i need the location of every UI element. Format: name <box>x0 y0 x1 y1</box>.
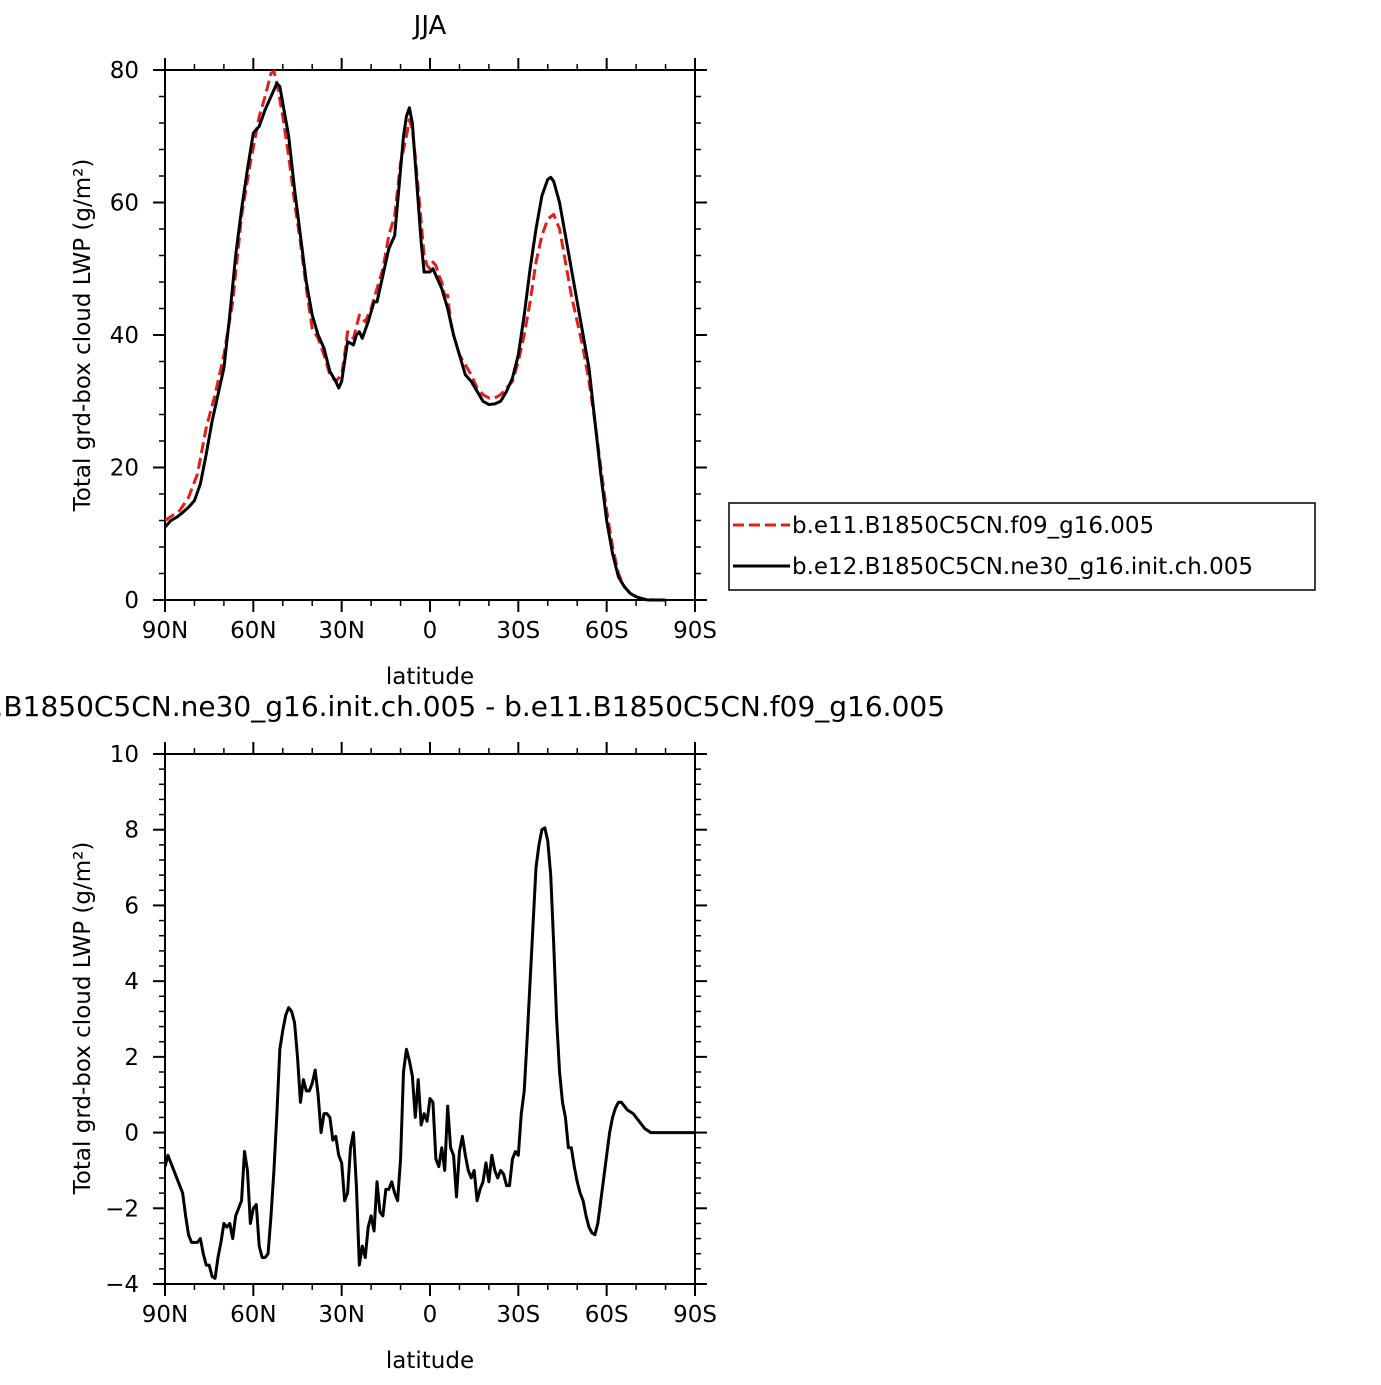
chart-2-series-line-0 <box>165 826 695 1280</box>
chart-2-plot: 90N 60N 30N 0 30S 60S 90S −4 −2 0 2 4 6 8 10 <box>105 742 717 1328</box>
chart-2-xlabel: latitude <box>386 1348 474 1374</box>
chart-2-xtick-label: 90N <box>142 1302 188 1328</box>
chart-2-xtick-label: 90S <box>673 1302 717 1328</box>
chart-1-ytick-label: 80 <box>110 58 139 84</box>
chart-1-xlabel: latitude <box>386 664 474 690</box>
chart-2-ytick-label: 2 <box>124 1045 139 1071</box>
chart-2-ytick-label: 4 <box>124 969 139 995</box>
chart-1-plot: 90N 60N 30N 0 30S 60S 90S 0 20 40 60 80 <box>110 58 717 644</box>
chart-2-ytick-label: −2 <box>105 1196 139 1222</box>
chart-1-ylabel: Total grd-box cloud LWP (g/m²) <box>70 159 96 513</box>
chart-1-ytick-label: 60 <box>110 191 139 217</box>
chart-1-xtick-label: 90N <box>142 618 188 644</box>
chart-2-xtick-label: 60N <box>230 1302 276 1328</box>
chart-1-xtick-label: 60N <box>230 618 276 644</box>
chart-2-ytick-label: 10 <box>110 742 139 768</box>
chart-1-xtick-label: 90S <box>673 618 717 644</box>
chart-1-frame <box>164 69 696 601</box>
chart-2-xtick-label: 30S <box>496 1302 540 1328</box>
chart-2-ytick-label: 8 <box>124 818 139 844</box>
chart-2-xtick-label: 60S <box>585 1302 629 1328</box>
chart-1-ytick-label: 20 <box>110 456 139 482</box>
chart-1-title: JJA <box>412 11 447 41</box>
chart-2-ytick-label: 0 <box>124 1121 139 1147</box>
chart-2-xtick-label: 30N <box>318 1302 364 1328</box>
chart-1-ytick-label: 40 <box>110 323 139 349</box>
chart-2-title: b.e12.B1850C5CN.ne30_g16.init.ch.005 - b… <box>0 690 945 723</box>
chart-2-ylabel: Total grd-box cloud LWP (g/m²) <box>70 842 96 1196</box>
chart-2-ytick-label: −4 <box>105 1272 139 1298</box>
legend-box <box>728 502 1316 591</box>
chart-1-ytick-label: 0 <box>124 588 139 614</box>
chart-2-xtick-label: 0 <box>423 1302 438 1328</box>
chart-1-xtick-label: 30S <box>496 618 540 644</box>
legend-label-test: b.e12.B1850C5CN.ne30_g16.init.ch.005 <box>792 554 1253 580</box>
chart-1-legend: b.e11.B1850C5CN.f09_g16.005 b.e12.B1850C… <box>728 502 1316 591</box>
chart-1-series-line-0 <box>165 69 666 602</box>
chart-2-ytick-label: 6 <box>124 893 139 919</box>
legend-label-control: b.e11.B1850C5CN.f09_g16.005 <box>792 513 1154 539</box>
chart-1-series-line-1 <box>165 81 666 602</box>
chart-1-xtick-label: 0 <box>423 618 438 644</box>
chart-1-xtick-label: 30N <box>318 618 364 644</box>
chart-1-xtick-label: 60S <box>585 618 629 644</box>
chart-2-frame <box>164 753 696 1285</box>
